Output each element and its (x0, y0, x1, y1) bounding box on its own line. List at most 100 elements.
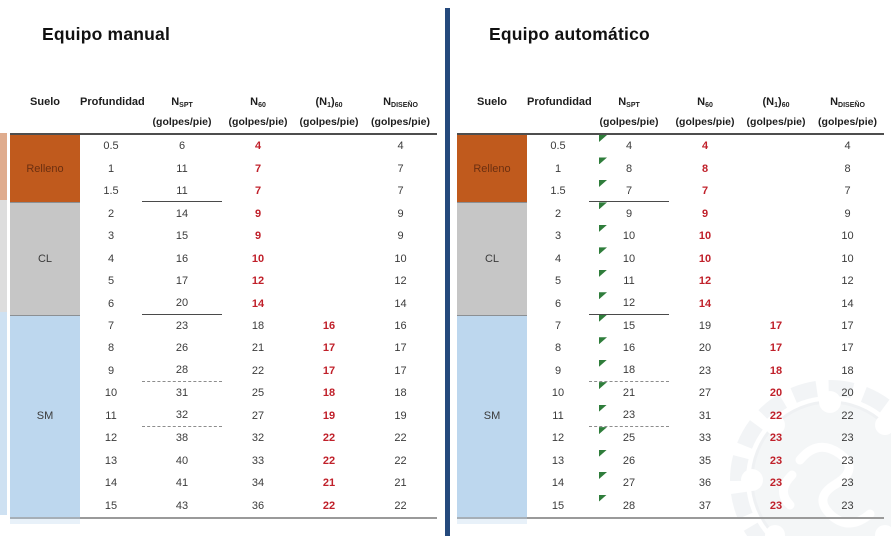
header-unit: (golpes/pie) (675, 116, 735, 128)
cell-nspt: 10 (589, 224, 669, 247)
cell-n60: 7 (254, 185, 262, 198)
cell-ndiseno: 19 (394, 409, 407, 422)
comment-marker-icon (599, 337, 607, 345)
cell-n1-60 (741, 225, 811, 247)
cell-n1-60 (294, 225, 364, 247)
header-suelo: Suelo (30, 96, 60, 108)
cell-ndiseno: 10 (394, 252, 407, 265)
cell-depth: 5 (107, 275, 115, 288)
cell-depth: 1 (554, 162, 562, 175)
cell-n1-60: 23 (769, 499, 783, 512)
soil-label: CL (37, 253, 53, 266)
cell-n1-60: 22 (322, 454, 336, 467)
cell-depth: 10 (551, 387, 565, 400)
cell-n60: 21 (251, 342, 265, 355)
soil-layer-relleno: Relleno (457, 135, 527, 203)
cell-depth: 6 (554, 297, 562, 310)
cell-ndiseno: 17 (394, 364, 407, 377)
cell-ndiseno: 10 (841, 230, 854, 243)
cell-depth: 5 (554, 275, 562, 288)
cell-depth: 8 (107, 342, 115, 355)
cell-n1-60 (294, 135, 364, 157)
cell-nspt: 9 (589, 202, 669, 224)
cell-nspt: 6 (178, 140, 186, 153)
cell-depth: 14 (104, 477, 118, 490)
cell-ndiseno: 9 (397, 230, 404, 243)
header-suelo: Suelo (477, 96, 507, 108)
cell-n1-60 (294, 202, 364, 224)
cell-n1-60 (294, 247, 364, 269)
header-unit: (golpes/pie) (152, 116, 212, 128)
cell-nspt: 16 (175, 252, 189, 265)
cell-n60: 25 (251, 387, 265, 400)
cell-ndiseno: 7 (844, 185, 851, 198)
cell-n60: 36 (698, 477, 712, 490)
soil-column-shadow (10, 517, 80, 524)
cell-n60: 9 (701, 207, 709, 220)
cell-nspt: 7 (589, 179, 669, 203)
cell-nspt: 11 (589, 269, 669, 292)
cell-n60: 10 (251, 252, 265, 265)
cell-ndiseno: 16 (394, 319, 407, 332)
cell-n1-60: 23 (769, 477, 783, 490)
panel-title-manual: Equipo manual (42, 24, 171, 44)
cell-depth: 8 (554, 342, 562, 355)
cell-n60: 27 (698, 387, 712, 400)
cell-depth: 2 (107, 207, 115, 220)
comment-marker-icon (599, 359, 607, 367)
cell-nspt: 26 (589, 449, 669, 472)
comment-marker-icon (599, 292, 607, 300)
cell-n1-60 (741, 247, 811, 269)
cell-n60: 12 (698, 275, 712, 288)
cell-n1-60 (741, 292, 811, 314)
cell-n60: 19 (698, 319, 712, 332)
cell-n1-60 (294, 180, 364, 202)
cell-n1-60: 18 (769, 364, 783, 377)
cell-nspt: 15 (175, 230, 189, 243)
cell-depth: 14 (551, 477, 565, 490)
cell-ndiseno: 17 (841, 319, 854, 332)
cell-ndiseno: 8 (844, 162, 851, 175)
header-n1-60: (N1)60 (golpes/pie) (741, 94, 811, 133)
cell-ndiseno: 7 (397, 185, 404, 198)
panel-title-automatico: Equipo automático (489, 24, 650, 44)
cell-n1-60: 22 (322, 432, 336, 445)
cell-depth: 0.5 (550, 140, 566, 153)
cell-ndiseno: 18 (394, 387, 407, 400)
cell-depth: 1 (107, 162, 115, 175)
cell-n60: 20 (698, 342, 712, 355)
cell-nspt: 32 (142, 405, 222, 428)
soil-column-shadow (457, 517, 527, 524)
cell-n60: 23 (698, 364, 712, 377)
cell-nspt: 25 (589, 427, 669, 449)
cell-n1-60: 17 (322, 364, 336, 377)
soil-label: SM (36, 410, 54, 423)
edge-strip-cl (0, 200, 7, 312)
cell-depth: 4 (554, 252, 562, 265)
cell-ndiseno: 4 (397, 140, 404, 153)
cell-depth: 4 (107, 252, 115, 265)
cell-nspt: 43 (175, 499, 189, 512)
cell-nspt: 21 (589, 382, 669, 404)
cell-nspt: 23 (175, 319, 189, 332)
header-unit: (golpes/pie) (746, 116, 806, 128)
soil-label: Relleno (26, 162, 64, 175)
table-body: Relleno CL SM 0.5 6 4 4 1 11 7 7 1.5 11 7 7 2 14 9 9 3 15 9 9 4… (10, 133, 437, 519)
cell-n60: 8 (701, 162, 709, 175)
cell-ndiseno: 9 (397, 207, 404, 220)
table-body: Relleno CL SM 0.5 4 4 4 1 8 8 8 1.5 7 7 7 2 9 9 9 3 10 10 10 4 1… (457, 133, 884, 519)
cell-n60: 31 (698, 409, 712, 422)
table-header: Suelo Profundidad NSPT (golpes/pie) N60 … (10, 94, 437, 133)
soil-label: CL (484, 253, 500, 266)
header-unit: (golpes/pie) (228, 116, 288, 128)
cell-nspt: 31 (175, 387, 189, 400)
cell-nspt: 15 (589, 314, 669, 337)
cell-nspt: 23 (589, 404, 669, 428)
cell-ndiseno: 10 (841, 252, 854, 265)
cell-ndiseno: 22 (394, 499, 407, 512)
soil-label: Relleno (473, 162, 511, 175)
cell-n60: 33 (698, 432, 712, 445)
cell-depth: 15 (551, 499, 565, 512)
header-profundidad: Profundidad (80, 96, 145, 108)
table-header: Suelo Profundidad NSPT (golpes/pie) N60 … (457, 94, 884, 133)
